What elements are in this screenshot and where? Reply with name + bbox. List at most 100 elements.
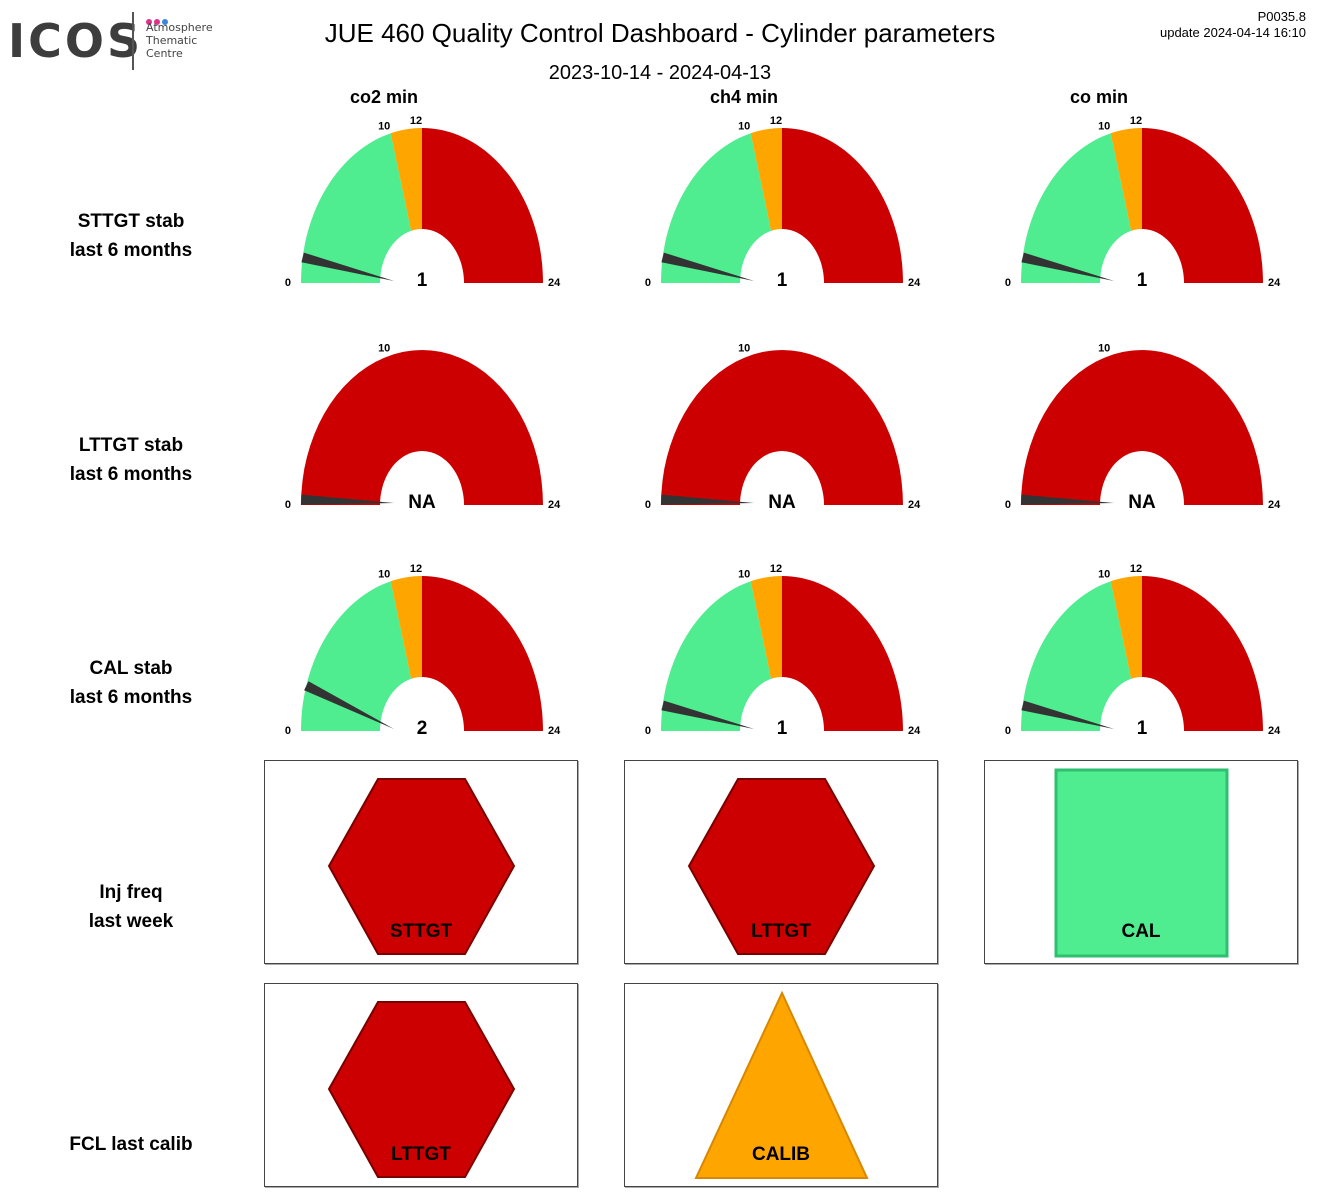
row-label-line: last 6 months [69,240,193,261]
gauge-tick-label: 0 [1005,499,1011,511]
gauge-green-band [301,133,412,283]
gauge-tick-label: 0 [1005,725,1011,737]
gauge: 0 10 12 24 1 [1005,563,1281,739]
gauge-green-band [661,581,772,731]
gauge-tick-label: 10 [738,342,750,354]
gauge-tick-label: 0 [1005,277,1011,289]
gauge-value: 1 [417,270,428,291]
gauge-needle [301,252,394,281]
gauge: 0 10 12 24 2 [285,563,561,739]
gauge-tick-label: 12 [410,115,422,127]
gauge-tick-label: 0 [285,499,291,511]
gauge-red-band [1142,128,1263,283]
gauge-orange-band [390,576,422,679]
logo-dot [154,19,160,25]
row-label-line: last week [88,911,174,932]
gauge-red-band [301,350,543,505]
gauge-orange-band [750,128,782,231]
gauge-tick-label: 10 [378,342,390,354]
gauge-tick-label: 24 [908,277,921,289]
dashboard-title-wrap: JUE 460 Quality Control Dashboard - Cyli… [0,18,1320,49]
version-label: P0035.8 [1257,9,1306,24]
gauge-tick-label: 10 [738,568,750,580]
gauge-tick-label: 10 [378,568,390,580]
gauge-tick-label: 10 [1098,120,1110,132]
gauge-tick-label: 24 [908,725,921,737]
gauge-tick-label: 10 [378,120,390,132]
gauge-tick-label: 24 [908,499,921,511]
row-label-fcl: FCL last calib [30,1130,232,1159]
row-label-lttgt: LTTGT stab last 6 months [30,431,232,489]
logo-dot [162,19,168,25]
gauge-tick-label: 24 [548,499,561,511]
row-label-line: Inj freq [99,882,163,903]
gauge-orange-band [1110,576,1142,679]
gauge-red-band [1142,576,1263,731]
gauge-orange-band [750,576,782,679]
indicator-label: STTGT [390,921,453,942]
gauge-green-band [1021,133,1132,283]
gauge-red-band [422,576,543,731]
gauge-red-band [1021,350,1263,505]
gauge-needle [1021,700,1114,729]
gauge-value: 1 [1137,718,1148,739]
date-range: 2023-10-14 - 2024-04-13 [548,62,772,84]
gauge-tick-label: 12 [770,115,782,127]
gauge-tick-label: 12 [1130,115,1142,127]
row-label-line: last 6 months [69,464,193,485]
gauge-tick-label: 12 [410,563,422,575]
row-label-line: STTGT stab [77,211,185,232]
gauge-needle [304,681,394,729]
hexagon-shape [687,778,876,955]
gauge-tick-label: 24 [1268,499,1281,511]
gauge: 0 10 24 NA [1005,342,1281,513]
gauge-value: 1 [1137,270,1148,291]
gauge-tick-label: 10 [738,120,750,132]
gauge-value: NA [408,492,436,513]
gauge-needle [660,494,754,505]
gauge-tick-label: 0 [645,499,651,511]
gauge-value: NA [768,492,796,513]
gauge-tick-label: 0 [285,725,291,737]
gauge-tick-label: 24 [1268,277,1281,289]
row-label-line: last 6 months [69,687,193,708]
column-header-co2: co2 min [349,87,419,107]
gauge-needle [1020,494,1114,505]
indicator-panel: CAL [984,760,1298,964]
gauge-orange-band [390,128,422,231]
gauge-value: NA [1128,492,1156,513]
gauge-needle [1021,252,1114,281]
logo-dot [146,19,152,25]
logo-line: Centre [146,47,183,60]
indicator-panel: LTTGT [264,983,578,1187]
gauge: 0 10 12 24 1 [285,115,561,291]
gauge-green-band [661,133,772,283]
gauge-needle [661,700,754,729]
logo-line: Atmosphere [146,21,213,34]
gauge-tick-label: 0 [285,277,291,289]
update-timestamp: update 2024-04-14 16:10 [1159,25,1306,40]
hexagon-shape [327,1001,516,1178]
gauge-tick-label: 12 [770,563,782,575]
row-label-inj-freq: Inj freq last week [30,878,232,936]
indicator-panel: STTGT [264,760,578,964]
gauge-value: 1 [777,270,788,291]
gauge: 0 10 12 24 1 [645,563,921,739]
logo-text: ICOS [8,14,144,68]
row-label-line: CAL stab [89,658,173,679]
gauge: 0 10 12 24 1 [645,115,921,291]
gauge-needle [661,252,754,281]
gauge-tick-label: 0 [645,725,651,737]
gauge-tick-label: 10 [1098,568,1110,580]
indicator-label: CAL [1121,921,1160,942]
gauge: 0 10 12 24 1 [1005,115,1281,291]
logo-separator [132,12,134,70]
dashboard-title: JUE 460 Quality Control Dashboard - Cyli… [324,18,996,48]
column-header-ch4: ch4 min [709,87,779,107]
gauge-red-band [782,576,903,731]
indicator-label: LTTGT [751,921,811,942]
logo-subtitle: Atmosphere Thematic Centre [146,21,213,60]
gauge-needle [300,494,394,505]
indicator-label: CALIB [752,1144,810,1165]
gauge-tick-label: 0 [645,277,651,289]
